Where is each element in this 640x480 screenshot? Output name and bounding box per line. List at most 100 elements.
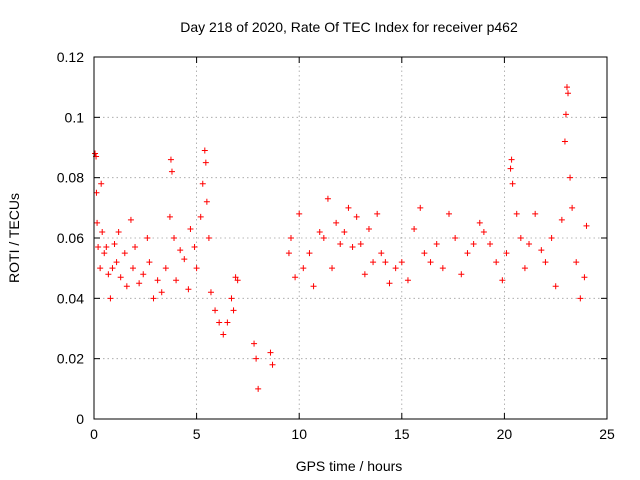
- data-point: [105, 271, 112, 278]
- data-point: [398, 259, 405, 266]
- data-point: [167, 156, 174, 163]
- data-point: [220, 331, 227, 338]
- y-axis-label: ROTI / TECUs: [6, 193, 22, 283]
- data-point: [569, 204, 576, 211]
- data-point: [517, 235, 524, 241]
- data-point: [532, 210, 539, 217]
- data-point: [433, 241, 440, 248]
- data-point: [150, 295, 157, 302]
- data-point: [185, 286, 192, 293]
- data-point: [507, 165, 514, 172]
- data-points: [92, 84, 590, 392]
- data-point: [378, 250, 385, 257]
- data-point: [202, 159, 209, 166]
- data-point: [487, 241, 494, 248]
- data-point: [173, 277, 180, 284]
- data-point: [561, 138, 568, 145]
- x-tick-label: 15: [394, 426, 410, 442]
- data-point: [253, 355, 260, 362]
- grid: [94, 57, 607, 419]
- data-point: [421, 250, 428, 257]
- data-point: [316, 228, 323, 235]
- data-point: [121, 250, 128, 257]
- data-point: [199, 180, 206, 187]
- data-point: [127, 216, 134, 223]
- x-axis-label: GPS time / hours: [296, 458, 403, 474]
- data-point: [365, 225, 372, 232]
- data-point: [411, 225, 418, 232]
- data-point: [324, 195, 331, 202]
- data-point: [146, 259, 153, 266]
- data-point: [509, 180, 516, 187]
- data-point: [503, 250, 510, 257]
- y-tick-label: 0.06: [57, 230, 84, 246]
- chart-title: Day 218 of 2020, Rate Of TEC Index for r…: [180, 19, 518, 35]
- axis-ticks: [93, 56, 608, 420]
- data-point: [287, 235, 294, 241]
- data-point: [567, 174, 574, 181]
- data-point: [548, 235, 555, 241]
- data-point: [538, 247, 545, 254]
- data-point: [404, 277, 411, 284]
- data-point: [109, 265, 116, 272]
- y-tick-label: 0.12: [57, 49, 84, 65]
- data-point: [552, 283, 559, 290]
- data-point: [224, 319, 231, 326]
- data-point: [565, 90, 572, 97]
- data-point: [95, 244, 102, 251]
- data-point: [181, 256, 188, 263]
- data-point: [563, 84, 570, 91]
- data-point: [136, 280, 143, 287]
- x-tick-label: 20: [497, 426, 513, 442]
- x-tick-label: 0: [90, 426, 98, 442]
- data-point: [187, 225, 194, 232]
- data-point: [476, 219, 483, 226]
- data-point: [92, 150, 99, 157]
- data-point: [107, 295, 114, 302]
- data-point: [349, 244, 356, 251]
- data-point: [581, 274, 588, 281]
- data-point: [123, 283, 130, 290]
- data-point: [306, 250, 313, 257]
- data-point: [562, 111, 569, 118]
- data-point: [197, 213, 204, 220]
- data-point: [140, 271, 147, 278]
- data-point: [207, 289, 214, 296]
- data-point: [508, 156, 515, 163]
- data-point: [193, 265, 200, 272]
- data-point: [329, 265, 336, 272]
- data-point: [115, 228, 122, 235]
- data-point: [111, 241, 118, 248]
- data-point: [212, 307, 219, 314]
- data-point: [558, 216, 565, 223]
- data-point: [320, 235, 327, 241]
- data-point: [251, 340, 258, 347]
- data-point: [99, 228, 106, 235]
- data-point: [168, 168, 175, 175]
- data-point: [464, 250, 471, 257]
- y-tick-label: 0.02: [57, 351, 84, 367]
- data-point: [370, 259, 377, 266]
- y-tick-label: 0.1: [65, 109, 85, 125]
- data-point: [470, 241, 477, 248]
- data-point: [232, 274, 239, 281]
- data-point: [203, 198, 210, 205]
- data-point: [452, 235, 459, 241]
- data-point: [162, 265, 169, 272]
- data-point: [103, 244, 110, 251]
- y-tick-label: 0.04: [57, 290, 84, 306]
- data-point: [493, 259, 500, 266]
- data-point: [94, 219, 101, 226]
- x-tick-label: 5: [193, 426, 201, 442]
- data-point: [386, 280, 393, 287]
- data-point: [458, 271, 465, 278]
- data-point: [234, 277, 241, 284]
- data-point: [255, 385, 262, 392]
- data-point: [177, 247, 184, 254]
- data-point: [542, 259, 549, 266]
- data-point: [230, 307, 237, 314]
- data-point: [205, 235, 212, 241]
- data-point: [499, 277, 506, 284]
- data-point: [345, 204, 352, 211]
- data-point: [117, 274, 124, 281]
